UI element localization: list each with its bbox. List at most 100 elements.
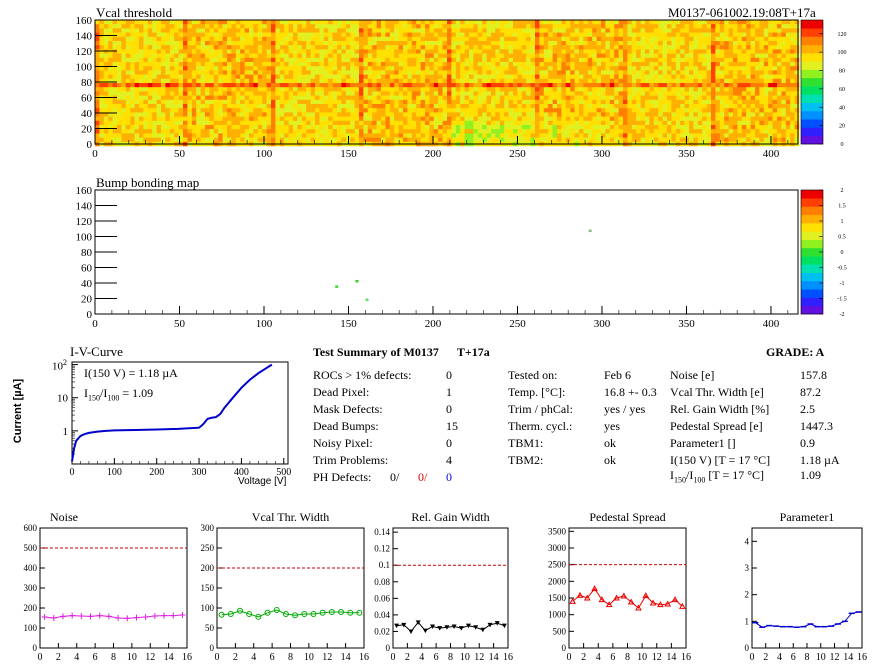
heatmap-cell (464, 83, 470, 88)
heatmap-cell (147, 108, 153, 113)
heatmap-cell (209, 36, 215, 42)
heatmap-cell (257, 70, 263, 75)
heatmap-cell (143, 87, 149, 92)
heatmap-cell (543, 24, 549, 29)
heatmap-cell (697, 62, 703, 67)
heatmap-cell (222, 120, 228, 126)
heatmap-cell (592, 28, 597, 33)
heatmap-cell (328, 66, 333, 71)
heatmap-cell (218, 78, 223, 84)
heatmap-cell (411, 95, 417, 101)
heatmap-cell (227, 78, 232, 84)
heatmap-cell (706, 133, 712, 138)
heatmap-cell (279, 116, 285, 122)
heatmap-cell (658, 70, 663, 75)
heatmap-cell (627, 112, 633, 117)
heatmap-cell (416, 49, 421, 54)
heatmap-cell (689, 99, 694, 105)
heatmap-cell (469, 78, 474, 84)
heatmap-cell (231, 87, 237, 92)
heatmap-cell (455, 70, 461, 75)
heatmap-cell (262, 104, 267, 109)
heatmap-cell (499, 83, 505, 88)
heatmap-cell (411, 99, 417, 105)
heatmap-cell (750, 83, 756, 88)
heatmap-cell (777, 129, 782, 134)
heatmap-cell (337, 45, 342, 50)
heatmap-cell (134, 28, 140, 33)
heatmap-cell (741, 137, 747, 143)
heatmap-cell (174, 74, 179, 80)
heatmap-cell (359, 49, 364, 54)
heatmap-cell (486, 32, 492, 38)
heatmap-cell (416, 78, 421, 84)
heatmap-cell (174, 24, 179, 29)
heatmap-cell (781, 112, 787, 117)
heatmap-cell (460, 125, 465, 130)
heatmap-cell (728, 120, 734, 126)
heatmap-cell (438, 125, 443, 130)
heatmap-cell (152, 32, 157, 38)
heatmap-cell (323, 41, 329, 46)
heatmap-cell (543, 53, 549, 59)
heatmap-cell (609, 83, 615, 88)
heatmap-cell (609, 91, 615, 96)
heatmap-cell (394, 62, 399, 67)
heatmap-cell (565, 66, 571, 71)
heatmap-cell (627, 104, 633, 109)
heatmap-cell (451, 45, 457, 50)
heatmap-cell (266, 133, 272, 138)
heatmap-cell (191, 45, 197, 50)
heatmap-cell (354, 57, 360, 63)
heatmap-cell (513, 91, 518, 96)
heatmap-cell (209, 62, 215, 67)
heatmap-cell (301, 112, 307, 117)
heatmap-cell (719, 62, 725, 67)
heatmap-cell (587, 20, 593, 25)
heatmap-cell (376, 20, 382, 25)
heatmap-cell (513, 32, 518, 38)
heatmap-cell (777, 41, 782, 46)
heatmap-cell (473, 62, 479, 67)
heatmap-cell (359, 28, 364, 33)
heatmap-cell (227, 45, 232, 50)
heatmap-cell (196, 120, 201, 126)
heatmap-cell (636, 95, 641, 101)
heatmap-cell (455, 24, 461, 29)
heatmap-cell (433, 95, 439, 101)
palette-tick-label: 80 (839, 69, 845, 75)
heatmap-cell (319, 45, 325, 50)
heatmap-cell (697, 78, 703, 84)
heatmap-cell (398, 28, 404, 33)
heatmap-cell (623, 108, 628, 113)
y-tick-label: 80 (81, 77, 93, 89)
heatmap-cell (411, 20, 417, 25)
heatmap-cell (139, 120, 144, 126)
heatmap-cell (499, 70, 505, 75)
heatmap-cell (403, 99, 408, 105)
heatmap-cell (689, 53, 694, 59)
heatmap-cell (139, 45, 144, 50)
palette-band (801, 102, 823, 112)
heatmap-cell (394, 70, 399, 75)
heatmap-cell (433, 36, 439, 42)
heatmap-cell (169, 137, 175, 143)
heatmap-cell (733, 49, 738, 54)
heatmap-cell (601, 57, 606, 63)
heatmap-cell (763, 137, 769, 143)
heatmap-cell (675, 45, 681, 50)
heatmap-cell (596, 78, 602, 84)
heatmap-cell (112, 36, 118, 42)
heatmap-cell (213, 24, 219, 29)
heatmap-cell (341, 133, 347, 138)
heatmap-cell (768, 83, 773, 88)
heatmap-cell (469, 104, 474, 109)
heatmap-cell (785, 116, 791, 122)
heatmap-cell (455, 78, 461, 84)
heatmap-cell (750, 24, 756, 29)
heatmap-cell (464, 120, 470, 126)
heatmap-cell (244, 78, 250, 84)
heatmap-cell (103, 99, 109, 105)
heatmap-cell (117, 53, 122, 59)
heatmap-cell (759, 32, 765, 38)
